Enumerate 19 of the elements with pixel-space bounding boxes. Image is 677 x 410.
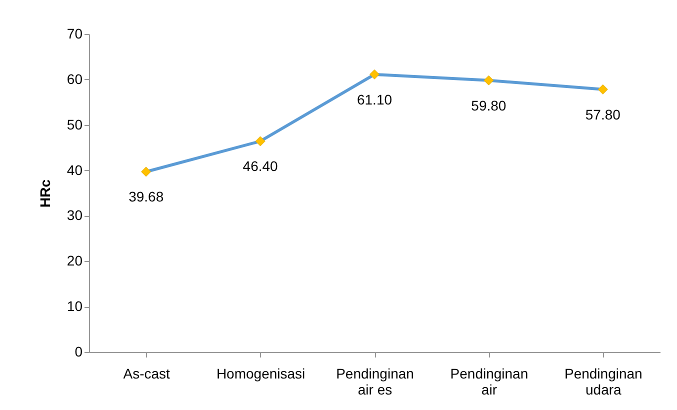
y-tick-label: 70 — [66, 26, 83, 42]
y-tick-label: 50 — [66, 116, 83, 132]
y-tick-label: 10 — [66, 298, 83, 314]
text: 46.40 — [242, 158, 278, 174]
x-tick-label: Pendinginan udara — [564, 366, 642, 398]
y-tick-label: 30 — [66, 207, 83, 224]
x-tick-label: As-cast — [123, 366, 170, 382]
x-tick-label: Homogenisasi — [216, 366, 306, 382]
text: 59.80 — [471, 97, 506, 114]
text: 57.80 — [585, 106, 620, 122]
y-tick-label: 20 — [66, 252, 83, 269]
y-tick-label: 0 — [74, 344, 83, 360]
y-tick-label: 60 — [66, 70, 83, 87]
x-tick-label: Pendinginan air — [450, 366, 528, 398]
x-tick-label: Pendinginan air es — [336, 366, 414, 398]
y-axis-title: HRc — [36, 179, 53, 208]
y-tick-label: 40 — [66, 162, 83, 178]
text: 61.10 — [356, 91, 392, 108]
text: 39.68 — [128, 188, 164, 205]
